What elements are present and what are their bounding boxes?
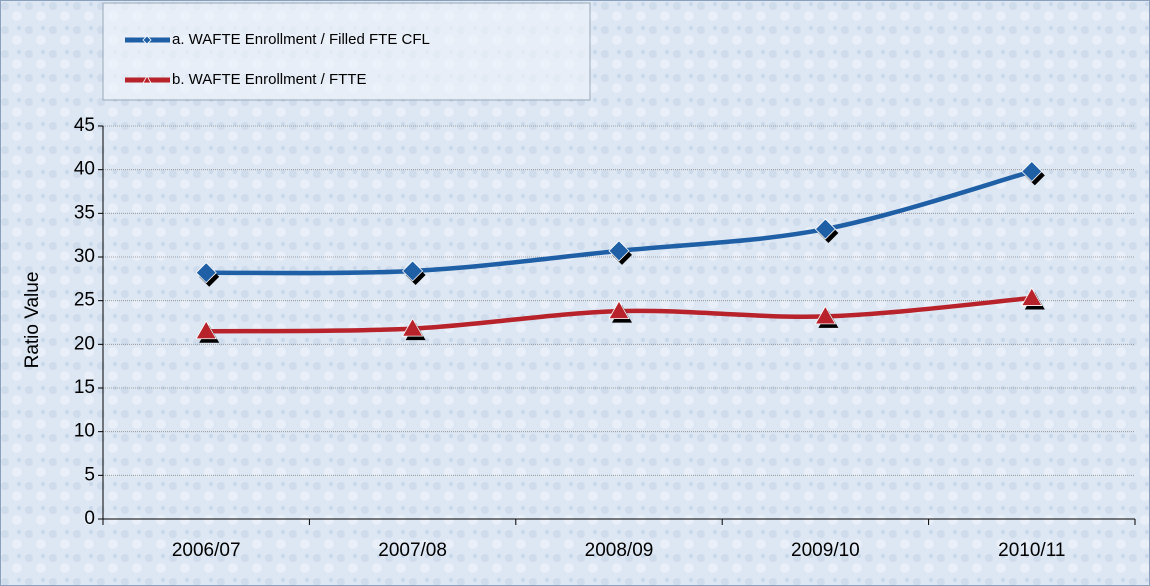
x-tick-label: 2010/11 — [998, 540, 1065, 561]
y-tick-label: 30 — [74, 246, 95, 267]
x-tick-label: 2006/07 — [172, 540, 241, 561]
marker — [195, 262, 217, 284]
y-tick-label: 35 — [74, 202, 95, 223]
y-tick-label: 0 — [84, 508, 95, 529]
x-tick-label: 2008/09 — [585, 540, 654, 561]
y-tick-label: 10 — [74, 421, 95, 442]
y-tick-label: 45 — [74, 115, 95, 136]
y-tick-label: 25 — [74, 290, 95, 311]
legend-marker — [142, 75, 152, 84]
y-axis-label: Ratio Value — [22, 272, 43, 369]
legend-box — [102, 2, 591, 101]
y-tick-label: 20 — [74, 333, 95, 354]
marker — [608, 300, 630, 320]
marker — [814, 218, 836, 240]
legend-label: a. WAFTE Enrollment / Filled FTE CFL — [172, 31, 430, 48]
legend-marker — [142, 35, 152, 45]
marker — [401, 317, 424, 337]
y-tick-label: 40 — [74, 159, 95, 180]
x-tick-label: 2007/08 — [378, 540, 447, 561]
y-tick-label: 15 — [74, 377, 95, 398]
legend-label: b. WAFTE Enrollment / FTTE — [172, 71, 366, 88]
marker — [608, 240, 630, 262]
x-tick-label: 2009/10 — [791, 540, 860, 561]
marker — [402, 260, 424, 282]
marker — [195, 320, 217, 340]
marker — [1021, 287, 1043, 306]
y-tick-label: 5 — [84, 464, 95, 485]
marker — [814, 305, 837, 325]
marker — [1021, 160, 1043, 182]
